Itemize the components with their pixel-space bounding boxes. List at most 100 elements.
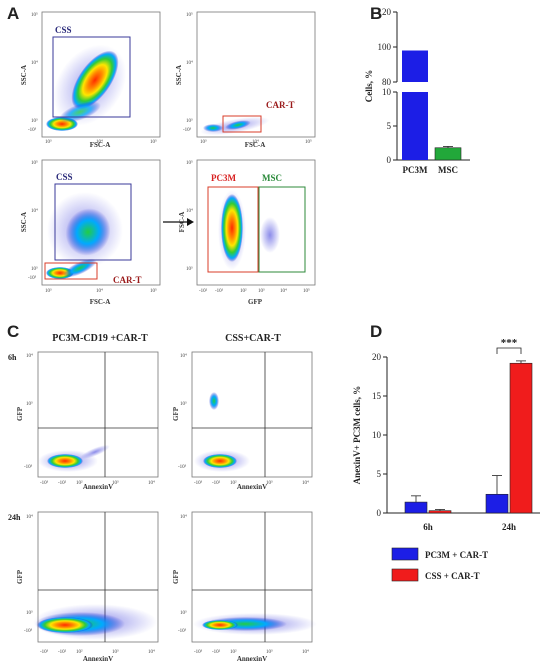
x-tick: 10⁴ xyxy=(148,480,155,486)
panel-c-title-left: PC3M-CD19 +CAR-T xyxy=(52,333,148,344)
legend-swatch xyxy=(391,547,419,561)
panel-c-label: C xyxy=(7,322,20,341)
panel-d-chart: 0 5 10 15 20 AnexinV+ PC3M cells, % 6h 24h *** PC… xyxy=(352,337,540,582)
x-tick: -10² xyxy=(212,480,221,486)
x-tick-label: 24h xyxy=(502,522,516,532)
y-tick: 10⁵ xyxy=(186,12,193,18)
y-tick-label: 0 xyxy=(377,508,382,518)
significance-label: *** xyxy=(501,337,518,349)
panel-c: PC3M-CD19 +CAR-T CSS+CAR-T 6h 24h xyxy=(8,333,317,663)
y-tick: 10⁴ xyxy=(31,60,38,66)
axis-x-label: GFP xyxy=(248,298,263,306)
gate-pc3m-label: PC3M xyxy=(211,173,236,183)
gate-car-t-label: CAR-T xyxy=(113,275,142,285)
y-tick-label: 5 xyxy=(387,121,392,131)
axis-y-label: GFP xyxy=(172,569,180,584)
x-tick: -10² xyxy=(199,288,208,294)
y-tick-label: 5 xyxy=(377,469,382,479)
axis-y-label: SSC-A xyxy=(20,65,28,85)
y-tick-label: 10 xyxy=(372,430,382,440)
x-tick: 10³ xyxy=(45,288,52,294)
y-tick: 10³ xyxy=(31,266,38,272)
y-tick: 10³ xyxy=(180,610,187,616)
x-tick: -10¹ xyxy=(215,288,224,294)
x-tick: 10³ xyxy=(266,480,273,486)
gate-css-label: CSS xyxy=(56,172,73,182)
y-tick-label: 120 xyxy=(378,7,392,17)
gate-car-t-label: CAR-T xyxy=(266,100,295,110)
x-tick: 10⁵ xyxy=(150,139,157,145)
y-tick-label: 80 xyxy=(382,77,392,87)
x-tick: 10⁴ xyxy=(302,649,309,655)
y-tick: -10³ xyxy=(178,628,187,634)
y-tick: -10³ xyxy=(28,275,37,281)
axis-y-label: SSC-A xyxy=(175,65,183,85)
x-tick: -10³ xyxy=(194,480,203,486)
arrow-icon xyxy=(163,218,194,226)
bar xyxy=(509,362,533,514)
x-tick: 10³ xyxy=(45,139,52,145)
axis-x-label: AnnexinV xyxy=(237,655,267,663)
axis-x-label: AnnexinV xyxy=(83,483,113,491)
y-tick-label: 100 xyxy=(378,42,392,52)
y-tick: 10³ xyxy=(26,401,33,407)
x-tick-label: 6h xyxy=(423,522,433,532)
x-tick-label: PC3M xyxy=(403,165,428,175)
x-tick: 10² xyxy=(76,480,83,486)
row-label-6h: 6h xyxy=(8,353,17,362)
panel-b-label: B xyxy=(370,4,383,23)
y-tick: 10³ xyxy=(180,401,187,407)
flow-plot-a1: CSS FSC-A SSC-A 10³ 10⁴ 10⁵ -10³ 10³ 10⁴… xyxy=(20,11,161,149)
flow-plot-c1 xyxy=(37,351,159,478)
axis-x-label: AnnexinV xyxy=(237,483,267,491)
flow-plot-a4: PC3M MSC GFP FSC-A -10² -10¹ 10² 10³ 10⁴… xyxy=(178,159,316,306)
x-tick: 10⁴ xyxy=(96,139,103,145)
y-tick: 10⁴ xyxy=(180,353,187,359)
x-tick: 10³ xyxy=(200,139,207,145)
axis-x-label: FSC-A xyxy=(90,298,111,306)
y-tick: 10⁴ xyxy=(31,208,38,214)
y-tick: -10³ xyxy=(178,464,187,470)
x-tick: 10² xyxy=(230,480,237,486)
bar xyxy=(434,147,462,161)
x-tick: 10² xyxy=(230,649,237,655)
x-tick: -10³ xyxy=(40,649,49,655)
x-tick: 10³ xyxy=(112,480,119,486)
axis-y-label: SSC-A xyxy=(20,212,28,232)
panel-a-label: A xyxy=(7,4,20,23)
y-tick: 10⁴ xyxy=(26,353,33,359)
flow-plot-a3: CSS CAR-T FSC-A SSC-A 10³ 10⁴ 10⁵ -10³ 1… xyxy=(20,159,161,306)
x-tick: 10³ xyxy=(258,288,265,294)
axis-x-label: AnnexinV xyxy=(83,655,113,663)
x-tick: -10² xyxy=(58,480,67,486)
axis-x-label: FSC-A xyxy=(90,141,111,149)
x-tick: 10² xyxy=(76,649,83,655)
x-tick: 10⁵ xyxy=(305,139,312,145)
x-tick-label: MSC xyxy=(438,165,458,175)
x-tick: -10³ xyxy=(194,649,203,655)
bar xyxy=(402,50,428,82)
axis-y-label: FSC-A xyxy=(178,212,186,233)
x-tick: 10⁵ xyxy=(150,288,157,294)
y-tick: 10⁴ xyxy=(186,208,193,214)
flow-plot-c2 xyxy=(191,351,313,478)
y-tick: -10³ xyxy=(24,628,33,634)
axis-y-label: GFP xyxy=(16,406,24,421)
x-tick: -10² xyxy=(212,649,221,655)
legend-swatch xyxy=(391,568,419,582)
axis-x-label: FSC-A xyxy=(245,141,266,149)
panel-c-title-right: CSS+CAR-T xyxy=(225,333,281,344)
x-tick: -10³ xyxy=(40,480,49,486)
y-tick: 10³ xyxy=(26,610,33,616)
y-tick: 10⁴ xyxy=(186,60,193,66)
x-tick: 10³ xyxy=(266,649,273,655)
bar xyxy=(402,92,428,160)
y-tick-label: 15 xyxy=(372,391,382,401)
x-tick: 10⁵ xyxy=(303,288,310,294)
axis-y-label: GFP xyxy=(172,406,180,421)
flow-plot-c3 xyxy=(33,511,159,643)
x-tick: -10² xyxy=(58,649,67,655)
y-tick: 10³ xyxy=(31,118,38,124)
significance-bracket xyxy=(496,347,522,354)
